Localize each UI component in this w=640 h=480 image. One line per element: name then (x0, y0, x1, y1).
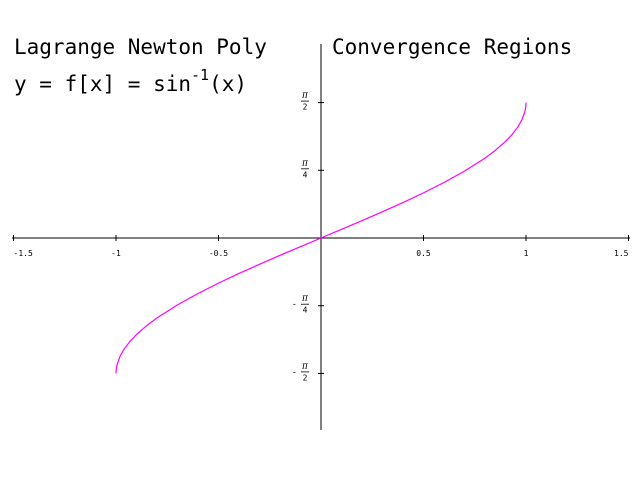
formula-exponent: -1 (191, 66, 209, 84)
series-line (115, 102, 527, 374)
formula-arg: (x) (209, 72, 247, 96)
formula: y = f[x] = sin-1(x) (14, 66, 247, 96)
y-tick-denominator: 2 (303, 103, 308, 112)
series-group (115, 102, 527, 374)
title-right: Convergence Regions (332, 35, 572, 59)
x-tick-label: -0.5 (209, 249, 228, 258)
y-tick-numerator: π (301, 294, 309, 304)
title-left: Lagrange Newton Poly (14, 35, 267, 59)
y-tick-numerator: π (301, 158, 309, 168)
x-tick-label: -1 (111, 249, 121, 258)
y-tick-numerator: π (301, 361, 309, 371)
y-tick-sign: - (292, 367, 297, 377)
y-tick-denominator: 4 (303, 170, 308, 179)
y-tick-numerator: π (301, 91, 309, 101)
y-tick-label: π4 (301, 158, 309, 179)
y-tick-label: π 2- (292, 361, 309, 382)
x-tick-label: 1 (524, 249, 529, 258)
formula-fn: sin (153, 72, 191, 96)
y-tick-label: π2 (301, 91, 309, 112)
y-tick-sign: - (292, 300, 297, 310)
x-tick-label: 1.5 (614, 249, 629, 258)
x-tick-label: -1.5 (14, 249, 33, 258)
x-ticks: -1.5 -1 -0.5 0.5 1 1.5 (13, 235, 629, 258)
x-tick-label: 0.5 (416, 249, 431, 258)
y-tick-label: π 4- (292, 294, 309, 315)
y-tick-denominator: 4 (303, 306, 308, 315)
y-tick-denominator: 2 (303, 373, 308, 382)
formula-lhs: y = f[x] = (14, 72, 153, 96)
